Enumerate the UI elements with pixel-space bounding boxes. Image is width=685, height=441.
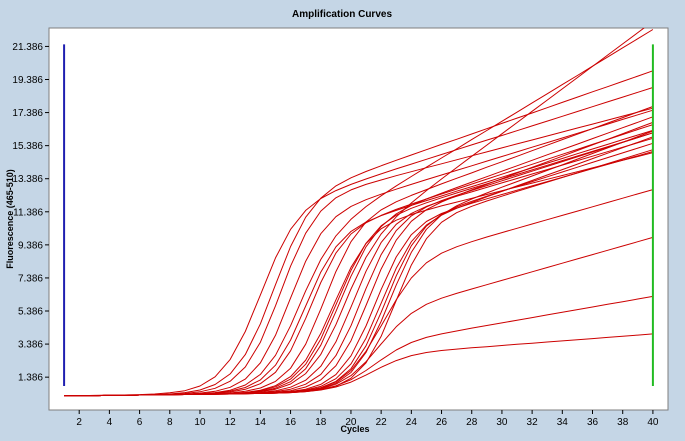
x-tick-label: 8 <box>167 417 173 428</box>
y-tick-label: 9.386 <box>18 240 43 251</box>
y-tick-label: 7.386 <box>18 273 43 284</box>
amplification-curve-24 <box>64 333 653 397</box>
x-tick-label: 6 <box>137 417 143 428</box>
x-tick-label: 40 <box>647 417 659 428</box>
y-tick-label: 13.386 <box>12 174 43 185</box>
y-tick-label: 3.386 <box>18 340 43 351</box>
x-tick-label: 10 <box>194 417 206 428</box>
plot-series-group <box>63 28 654 397</box>
x-tick-label: 26 <box>436 417 448 428</box>
x-tick-label: 4 <box>107 417 113 428</box>
x-tick-label: 28 <box>466 417 478 428</box>
series-lines <box>64 28 654 397</box>
x-tick-label: 2 <box>76 417 82 428</box>
y-axis-ticks: 1.386 3.386 5.386 7.386 9.386 11.386 13.386 15.… <box>12 42 49 384</box>
x-tick-label: 14 <box>255 417 267 428</box>
y-tick-label: 19.386 <box>12 75 43 86</box>
x-tick-label: 30 <box>496 417 508 428</box>
y-tick-label: 1.386 <box>18 373 43 384</box>
x-tick-label: 20 <box>345 417 357 428</box>
x-axis-label: Cycles <box>340 424 369 434</box>
y-tick-label: 5.386 <box>18 307 43 318</box>
x-tick-label: 22 <box>376 417 388 428</box>
y-tick-label: 17.386 <box>12 108 43 119</box>
x-tick-label: 34 <box>557 417 569 428</box>
x-tick-label: 38 <box>617 417 629 428</box>
y-axis-label: Fluorescence (465-510) <box>5 169 15 269</box>
x-tick-label: 36 <box>587 417 599 428</box>
x-tick-label: 16 <box>285 417 297 428</box>
amplification-curve-1 <box>64 87 654 397</box>
x-axis-ticks: 2 4 6 8 10 12 14 16 18 20 22 24 26 28 30 32 34 36 38 40 <box>76 410 659 428</box>
x-tick-label: 12 <box>225 417 237 428</box>
x-tick-label: 18 <box>315 417 327 428</box>
x-tick-label: 32 <box>527 417 539 428</box>
y-tick-label: 21.386 <box>12 42 43 53</box>
y-tick-label: 15.386 <box>12 141 43 152</box>
y-tick-label: 11.386 <box>13 207 43 218</box>
x-tick-label: 24 <box>406 417 418 428</box>
plot-area <box>48 27 669 411</box>
chart-title: Amplification Curves <box>292 9 392 20</box>
